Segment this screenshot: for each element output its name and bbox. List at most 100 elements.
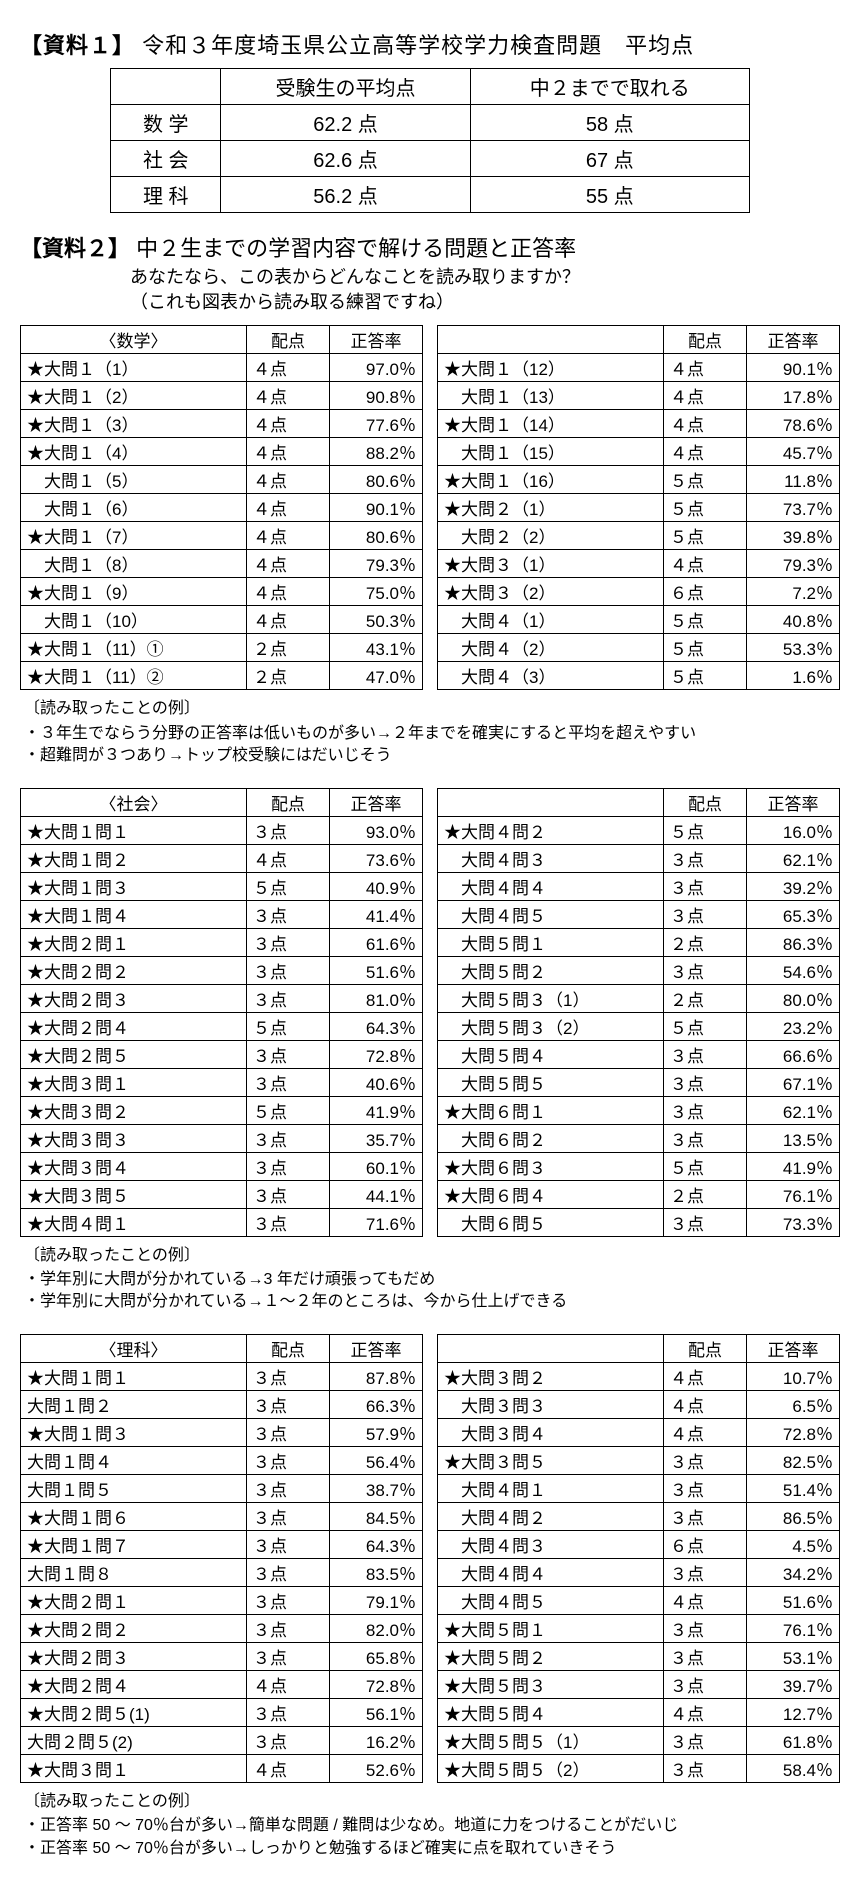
cell-points: ３点 [664, 1040, 747, 1068]
cell-question: ★大問２問４ [21, 1012, 247, 1040]
cell-points: ３点 [664, 1670, 747, 1698]
data-header-row: 〈理科〉配点正答率 [21, 1334, 423, 1362]
data-row: ★大問５問１３点76.1％ [438, 1614, 840, 1642]
data-header-row: 配点正答率 [438, 788, 840, 816]
cell-points: ３点 [247, 1390, 330, 1418]
cell-rate: 65.8％ [330, 1642, 423, 1670]
data-row: ★大問２問３３点65.8％ [21, 1642, 423, 1670]
cell-rate: 47.0％ [330, 662, 423, 690]
cell-rate: 67.1％ [747, 1068, 840, 1096]
data-row: 大問５問４３点66.6％ [438, 1040, 840, 1068]
cell-points: ５点 [664, 1012, 747, 1040]
cell-points: ２点 [664, 984, 747, 1012]
cell-question: 大問４問３ [438, 844, 664, 872]
cell-points: ３点 [664, 1614, 747, 1642]
cell-points: ３点 [247, 1208, 330, 1236]
cell-points: ３点 [247, 1152, 330, 1180]
cell-question: 大問４（3） [438, 662, 664, 690]
data-row: ★大問５問３３点39.7％ [438, 1670, 840, 1698]
data-row: ★大問１問１３点87.8％ [21, 1362, 423, 1390]
cell-question: ★大問２（1） [438, 494, 664, 522]
data-row: ★大問１問７３点64.3％ [21, 1530, 423, 1558]
cell-rate: 54.6％ [747, 956, 840, 984]
cell-points: ４点 [247, 578, 330, 606]
data-row: ★大問３（2）６点7.2％ [438, 578, 840, 606]
data-row: 大問５問２３点54.6％ [438, 956, 840, 984]
cell-question: ★大問２問５ [21, 1040, 247, 1068]
cell-question: ★大問１問６ [21, 1502, 247, 1530]
data-header-row: 配点正答率 [438, 1334, 840, 1362]
data-row: 大問４問５４点51.6％ [438, 1586, 840, 1614]
cell-question: ★大問２問５(1) [21, 1698, 247, 1726]
data-row: ★大問３問５３点44.1％ [21, 1180, 423, 1208]
notes-line: ・超難問が３つあり→トップ校受験にはだいじそう [24, 745, 840, 767]
cell-rate: 40.9％ [330, 872, 423, 900]
cell-points: ３点 [247, 956, 330, 984]
cell-points: ３点 [664, 1208, 747, 1236]
data-row: ★大問３問１３点40.6％ [21, 1068, 423, 1096]
cell-points: ４点 [247, 382, 330, 410]
cell-question: ★大問１問３ [21, 872, 247, 900]
notes-line: ・正答率 50 〜 70％台が多い→簡単な問題 / 難問は少なめ。地道に力をつけ… [24, 1815, 840, 1837]
cell-points: ５点 [664, 634, 747, 662]
data-row: 大問４（3）５点1.6％ [438, 662, 840, 690]
cell-rate: 39.2％ [747, 872, 840, 900]
cell-rate: 51.4％ [747, 1474, 840, 1502]
data-table: 〈理科〉配点正答率★大問１問１３点87.8％大問１問２３点66.3％★大問１問３… [20, 1334, 423, 1783]
summary-col-avg: 受験生の平均点 [221, 69, 470, 105]
summary-jh2: 58 点 [470, 105, 749, 141]
data-row: 大問１問２３点66.3％ [21, 1390, 423, 1418]
cell-points: ３点 [247, 1530, 330, 1558]
cell-points: ３点 [247, 928, 330, 956]
cell-rate: 61.8％ [747, 1726, 840, 1754]
data-row: ★大問６問４２点76.1％ [438, 1180, 840, 1208]
cell-question: ★大問１（1） [21, 354, 247, 382]
cell-points: ４点 [247, 522, 330, 550]
cell-rate: 4.5％ [747, 1530, 840, 1558]
notes-title: 〔読み取ったことの例〕 [24, 1245, 840, 1267]
cell-points: ３点 [664, 956, 747, 984]
data-row: ★大問１問４３点41.4％ [21, 900, 423, 928]
cell-rate: 72.8％ [330, 1040, 423, 1068]
data-row: 大問１問５３点38.7％ [21, 1474, 423, 1502]
cell-points: ３点 [247, 1586, 330, 1614]
cell-question: 大問２（2） [438, 522, 664, 550]
cell-points: ３点 [664, 1474, 747, 1502]
cell-rate: 79.1％ [330, 1586, 423, 1614]
cell-points: ４点 [247, 844, 330, 872]
data-row: ★大問１（16）５点11.8％ [438, 466, 840, 494]
data-row: ★大問４問１３点71.6％ [21, 1208, 423, 1236]
cell-rate: 45.7％ [747, 438, 840, 466]
doc2-title: 【資料２】 中２生までの学習内容で解ける問題と正答率 [20, 231, 840, 263]
cell-question: ★大問１（14） [438, 410, 664, 438]
notes-title: 〔読み取ったことの例〕 [24, 1791, 840, 1813]
cell-points: ３点 [247, 1642, 330, 1670]
col-rate: 正答率 [747, 1334, 840, 1362]
cell-rate: 84.5％ [330, 1502, 423, 1530]
cell-question: ★大問１問７ [21, 1530, 247, 1558]
cell-points: ４点 [664, 1362, 747, 1390]
cell-question: ★大問１（11）② [21, 662, 247, 690]
summary-col-blank [111, 69, 221, 105]
cell-points: ３点 [247, 1040, 330, 1068]
cell-rate: 80.6％ [330, 466, 423, 494]
cell-question: ★大問１（11）① [21, 634, 247, 662]
data-row: 大問５問３（2）５点23.2％ [438, 1012, 840, 1040]
data-row: 大問１問４３点56.4％ [21, 1446, 423, 1474]
cell-points: ５点 [664, 466, 747, 494]
data-row: ★大問１（2）４点90.8％ [21, 382, 423, 410]
data-table: 配点正答率★大問１（12）４点90.1％ 大問１（13）４点17.8％★大問１（… [437, 325, 840, 690]
cell-rate: 90.8％ [330, 382, 423, 410]
cell-points: ２点 [247, 662, 330, 690]
cell-question: 大問１問２ [21, 1390, 247, 1418]
notes-line: ・３年生でならう分野の正答率は低いものが多い→２年までを確実にすると平均を超えや… [24, 723, 840, 745]
doc2-bracket: 【資料２】 [20, 236, 130, 261]
data-row: 大問１問８３点83.5％ [21, 1558, 423, 1586]
data-row: ★大問３（1）４点79.3％ [438, 550, 840, 578]
subject-pair-science: 〈理科〉配点正答率★大問１問１３点87.8％大問１問２３点66.3％★大問１問３… [20, 1334, 840, 1783]
cell-question: 大問５問２ [438, 956, 664, 984]
cell-points: ３点 [247, 984, 330, 1012]
cell-points: ４点 [247, 438, 330, 466]
cell-rate: 51.6％ [330, 956, 423, 984]
data-row: ★大問６問３５点41.9％ [438, 1152, 840, 1180]
